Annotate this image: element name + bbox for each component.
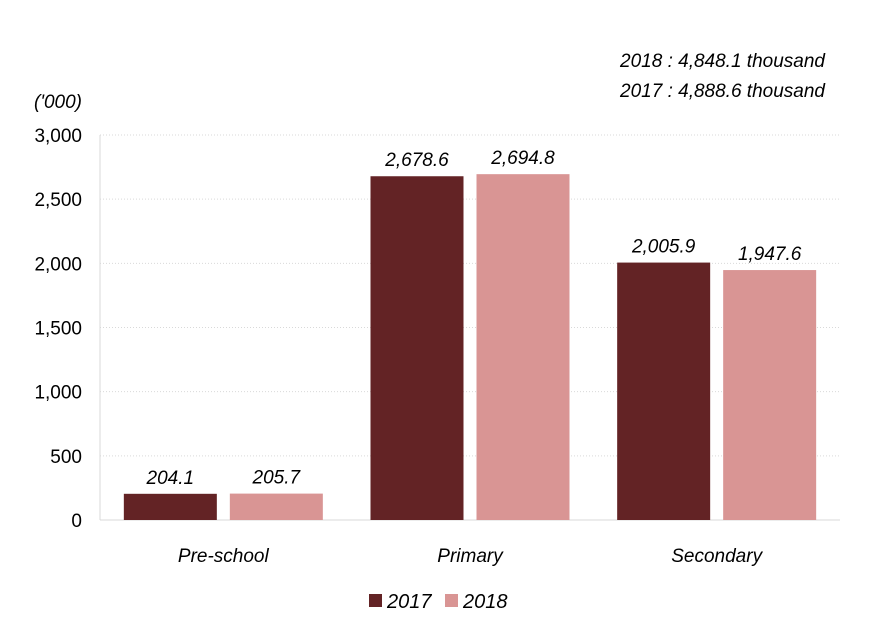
y-tick-label: 500 [50,447,82,468]
legend-swatch-2018 [445,594,458,607]
y-tick-label: 2,500 [34,190,82,211]
bar-2017-secondary [617,262,711,520]
category-label: Pre-school [178,546,270,567]
data-label: 2,694.8 [490,148,555,169]
y-tick-label: 2,000 [34,254,82,275]
annotation-2018-total: 2018 : 4,848.1 thousand [619,51,826,72]
annotation-2017-total: 2017 : 4,888.6 thousand [619,81,826,102]
bar-2017-pre-school [123,493,217,520]
y-tick-label: 0 [71,511,82,532]
bar-2018-pre-school [229,493,323,520]
bar-2018-secondary [723,270,817,520]
category-labels: Pre-school Primary Secondary [178,546,764,567]
category-label: Primary [437,546,504,567]
data-label: 204.1 [146,468,195,489]
y-tick-label: 1,000 [34,383,82,404]
legend: 2017 2018 [369,591,508,613]
bar-2018-primary [476,174,570,520]
y-tick-labels: 0 500 1,000 1,500 2,000 2,500 3,000 [34,126,82,532]
gridlines [100,134,840,457]
legend-swatch-2017 [369,594,382,607]
data-label: 2,678.6 [384,150,449,171]
y-unit-label: ('000) [34,92,82,113]
data-labels: 204.1 205.7 2,678.6 2,694.8 2,005.9 1,947.6 [146,148,802,489]
legend-label-2018: 2018 [462,591,508,613]
bars [123,174,817,520]
data-label: 1,947.6 [738,244,802,265]
category-label: Secondary [671,546,763,567]
y-tick-label: 3,000 [34,126,82,147]
data-label: 205.7 [252,468,302,489]
bar-2017-primary [370,176,464,520]
y-tick-label: 1,500 [34,319,82,340]
data-label: 2,005.9 [631,237,696,258]
legend-label-2017: 2017 [386,591,432,613]
